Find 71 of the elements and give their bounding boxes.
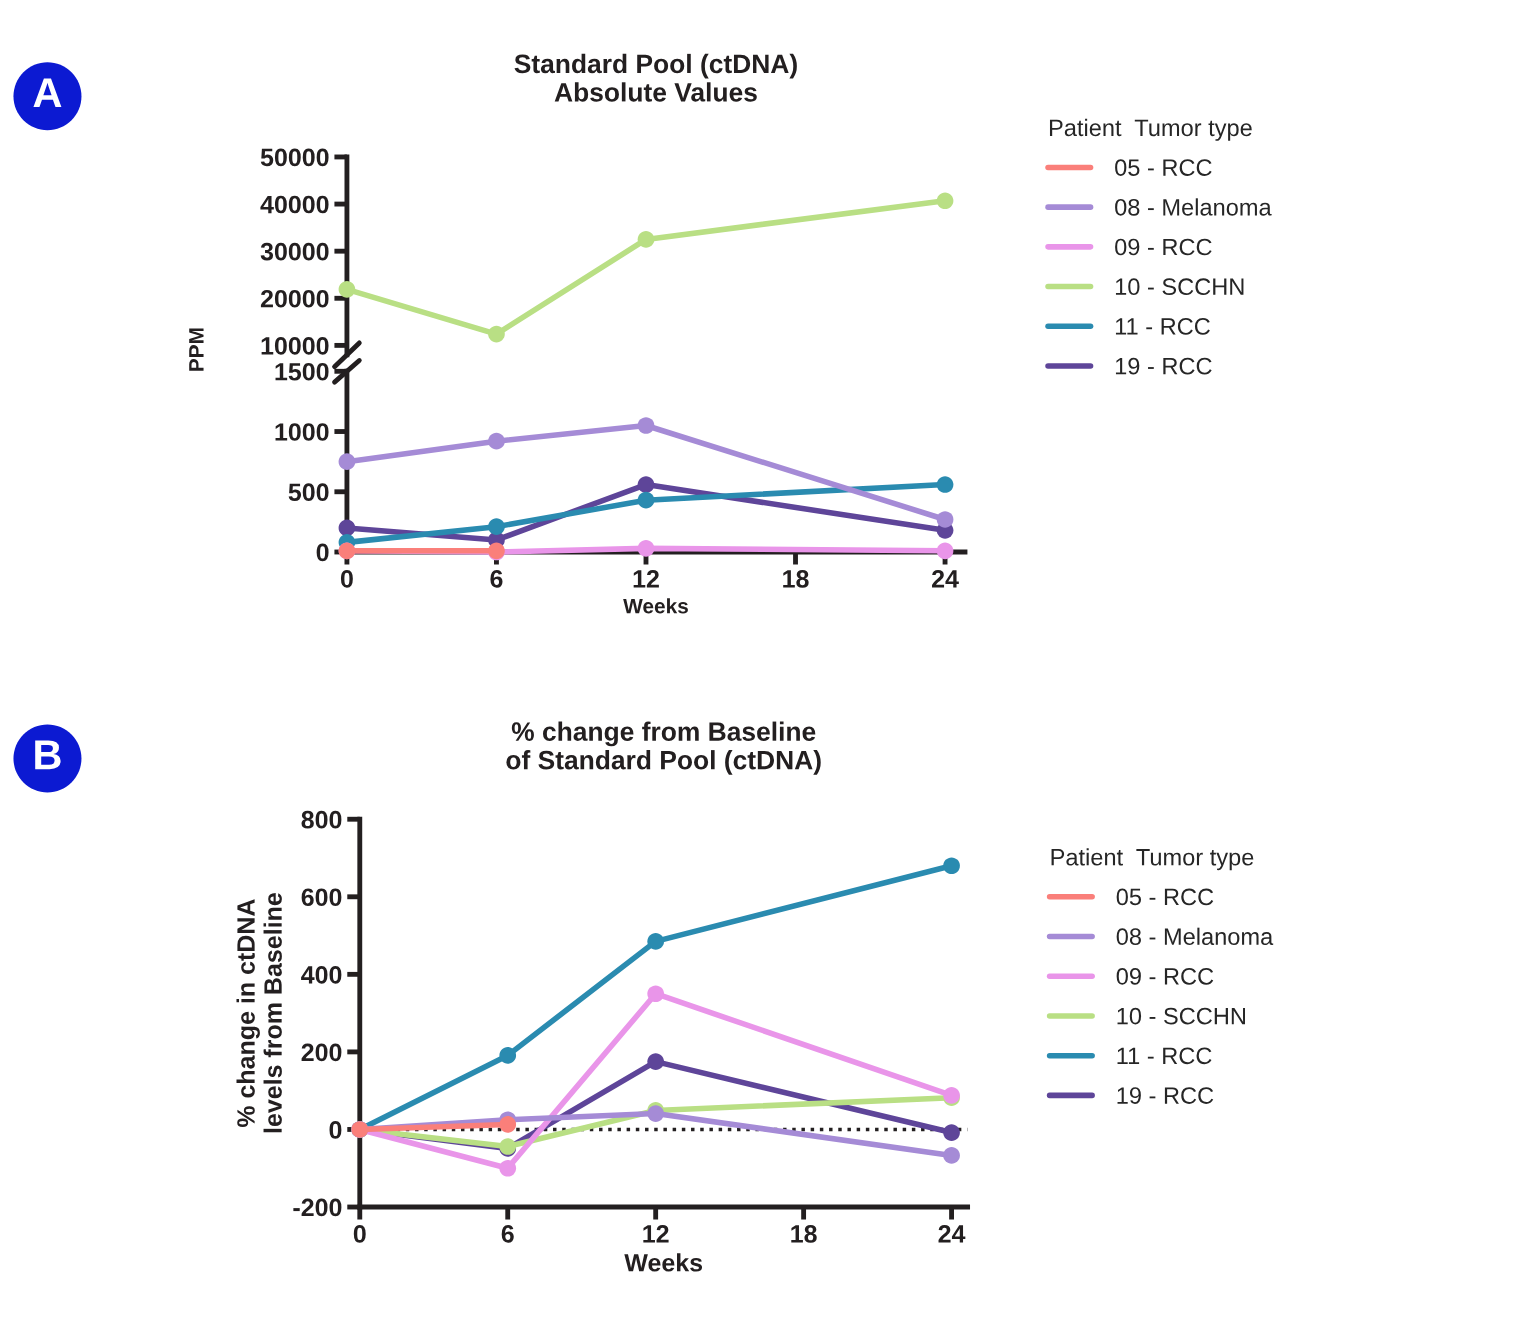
legend-label: 19 - RCC — [1115, 357, 1212, 375]
x-tick-label: 12 — [643, 1225, 669, 1243]
point — [936, 476, 954, 493]
point — [488, 325, 505, 343]
legend-label: 09 - RCC — [1115, 238, 1212, 256]
y-tick-label: 1500 — [275, 362, 329, 381]
x-axis-title: Weeks — [623, 598, 688, 614]
point — [936, 192, 954, 210]
legend-label: 05 - RCC — [1115, 159, 1212, 176]
point — [637, 491, 655, 509]
y-tick-label: 50000 — [260, 148, 329, 167]
y-tick-label: 30000 — [260, 242, 329, 261]
point — [338, 519, 356, 537]
x-tick-label: 24 — [938, 1225, 966, 1243]
text: B — [35, 740, 61, 770]
legend-label: 08 - Melanoma — [1115, 198, 1272, 216]
x-tick-label: 6 — [490, 570, 503, 588]
point — [499, 1047, 517, 1064]
point — [647, 1053, 665, 1070]
point — [488, 518, 505, 536]
legend-label: 10 - SCCHN — [1117, 1007, 1246, 1025]
y-axis-title: PPM — [189, 328, 204, 371]
text: A — [33, 78, 62, 108]
legend-label: 19 - RCC — [1117, 1087, 1214, 1104]
legend-title: Patient Tumor type — [1049, 118, 1252, 141]
x-tick-label: 18 — [791, 1225, 817, 1243]
legend-label: 08 - Melanoma — [1116, 927, 1274, 946]
legend-label: 10 - SCCHN — [1115, 278, 1244, 296]
legend-title: Patient Tumor type — [1051, 848, 1254, 871]
x-axis-title: Weeks — [624, 1253, 703, 1272]
y-tick-label: -200 — [293, 1198, 342, 1217]
point — [499, 1116, 517, 1133]
point — [647, 933, 665, 950]
y-axis-title: % change in ctDNA levels from Baseline — [236, 893, 282, 1133]
point — [936, 511, 954, 528]
point — [637, 231, 655, 248]
y-tick-label: 800 — [301, 810, 342, 829]
x-tick-label: 0 — [353, 1225, 366, 1243]
y-tick-label: 200 — [301, 1043, 342, 1062]
point — [943, 1124, 960, 1141]
x-tick-label: 18 — [783, 570, 809, 588]
x-tick-label: 0 — [340, 570, 353, 588]
legend-label: 11 - RCC — [1115, 318, 1210, 335]
y-tick-label: 0 — [316, 543, 329, 562]
y-tick-label: 10000 — [261, 336, 329, 355]
point — [488, 432, 505, 450]
y-tick-label: 500 — [288, 483, 329, 502]
legend-label: 05 - RCC — [1116, 888, 1214, 906]
x-tick-label: 12 — [633, 570, 659, 588]
point — [338, 453, 356, 470]
y-tick-label: 0 — [329, 1121, 342, 1139]
x-tick-label: 24 — [932, 570, 959, 588]
y-tick-label: 20000 — [260, 289, 329, 308]
y-tick-label: 600 — [301, 888, 342, 907]
legend-label: 09 - RCC — [1116, 968, 1214, 985]
chart-title: Standard Pool (ctDNA) Absolute Values — [514, 53, 797, 102]
point — [943, 857, 960, 875]
point — [338, 281, 356, 298]
point — [499, 1159, 517, 1177]
chart-title: % change from Baseline of Standard Pool (ctDNA) — [506, 721, 821, 775]
point — [647, 985, 665, 1003]
point — [943, 1147, 960, 1164]
point — [637, 417, 655, 434]
x-tick-label: 6 — [501, 1225, 514, 1243]
point — [637, 476, 655, 493]
y-tick-label: 400 — [301, 965, 342, 984]
legend-label: 11 - RCC — [1117, 1047, 1212, 1065]
y-tick-label: 40000 — [260, 195, 329, 214]
point — [936, 542, 954, 560]
y-tick-label: 1000 — [275, 423, 329, 441]
point — [637, 540, 655, 557]
